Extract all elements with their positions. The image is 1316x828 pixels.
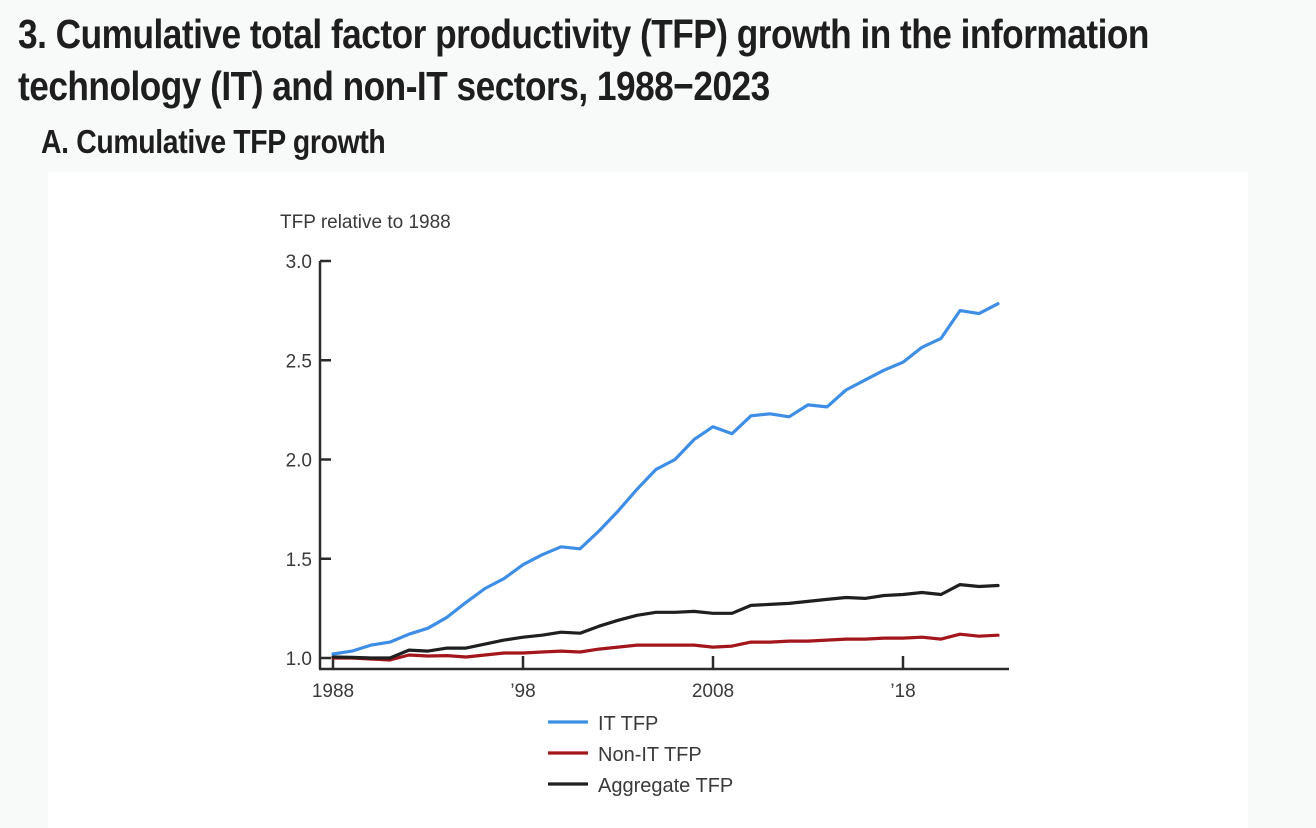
y-tick-label: 3.0 bbox=[286, 252, 312, 273]
figure-title-line-2: technology (IT) and non-IT sectors, 1988… bbox=[18, 63, 770, 109]
x-tick-label: 1988 bbox=[312, 681, 354, 702]
series-line-non-it-tfp bbox=[331, 632, 1000, 662]
y-tick-label: 2.5 bbox=[286, 351, 312, 372]
legend-label: Non-IT TFP bbox=[598, 744, 702, 766]
figure-title: 3. Cumulative total factor productivity … bbox=[18, 8, 1149, 112]
x-tick-label: ’98 bbox=[510, 681, 535, 702]
legend-label: IT TFP bbox=[598, 713, 658, 735]
panel-subtitle: A. Cumulative TFP growth bbox=[41, 123, 386, 160]
y-tick-label: 1.0 bbox=[286, 649, 312, 670]
series-line-aggregate-tfp bbox=[331, 583, 1000, 660]
figure-title-line-1: 3. Cumulative total factor productivity … bbox=[18, 11, 1149, 57]
series-layer bbox=[331, 302, 1000, 662]
chart-panel: TFP relative to 1988 1.0 1.5 2.0 2.5 3.0 1988… bbox=[48, 172, 1248, 828]
x-tick-label: 2008 bbox=[692, 681, 734, 702]
legend: IT TFP Non-IT TFP Aggregate TFP bbox=[548, 713, 733, 797]
x-tick-label: ’18 bbox=[890, 681, 915, 702]
y-tick-label: 2.0 bbox=[286, 451, 312, 472]
legend-label: Aggregate TFP bbox=[598, 775, 733, 797]
line-chart: TFP relative to 1988 1.0 1.5 2.0 2.5 3.0 1988… bbox=[280, 212, 1009, 797]
axes: 1.0 1.5 2.0 2.5 3.0 1988 ’98 2008 ’18 bbox=[286, 252, 1009, 702]
y-tick-label: 1.5 bbox=[286, 550, 312, 571]
series-line-it-tfp bbox=[331, 302, 1000, 656]
y-axis-label: TFP relative to 1988 bbox=[280, 212, 451, 233]
